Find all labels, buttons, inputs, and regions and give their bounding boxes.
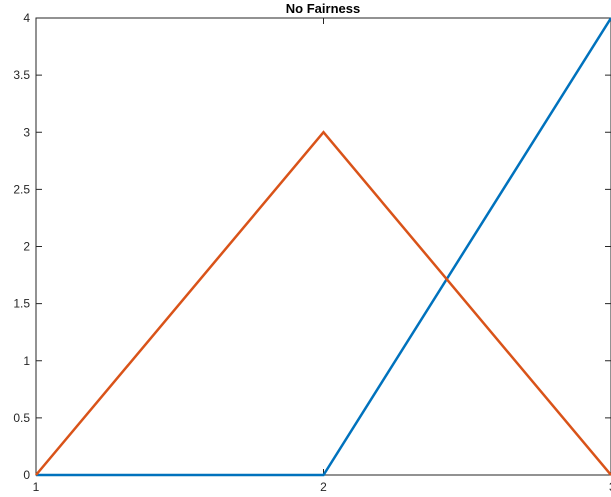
x-tick-label: 1 <box>33 480 40 494</box>
y-tick-label: 2.5 <box>13 182 30 196</box>
plot-area: 0 0.5 1 1.5 2 2.5 3 3.5 4 1 2 3 <box>13 11 611 494</box>
axes-box <box>35 17 611 476</box>
y-tick-label: 4 <box>23 11 30 25</box>
y-tick-label: 0 <box>23 468 30 482</box>
y-tick-label: 1.5 <box>13 297 30 311</box>
y-tick-label: 3.5 <box>13 68 30 82</box>
y-tick-label: 1 <box>23 354 30 368</box>
chart-title: No Fairness <box>286 1 360 16</box>
y-tick-label: 3 <box>23 125 30 139</box>
x-tick-label: 3 <box>609 480 611 494</box>
x-tick-label: 2 <box>320 480 327 494</box>
series-line-2 <box>35 130 611 476</box>
y-tick-label: 2 <box>23 240 30 254</box>
series-line-1 <box>36 17 611 477</box>
y-tick-label: 0.5 <box>13 411 30 425</box>
